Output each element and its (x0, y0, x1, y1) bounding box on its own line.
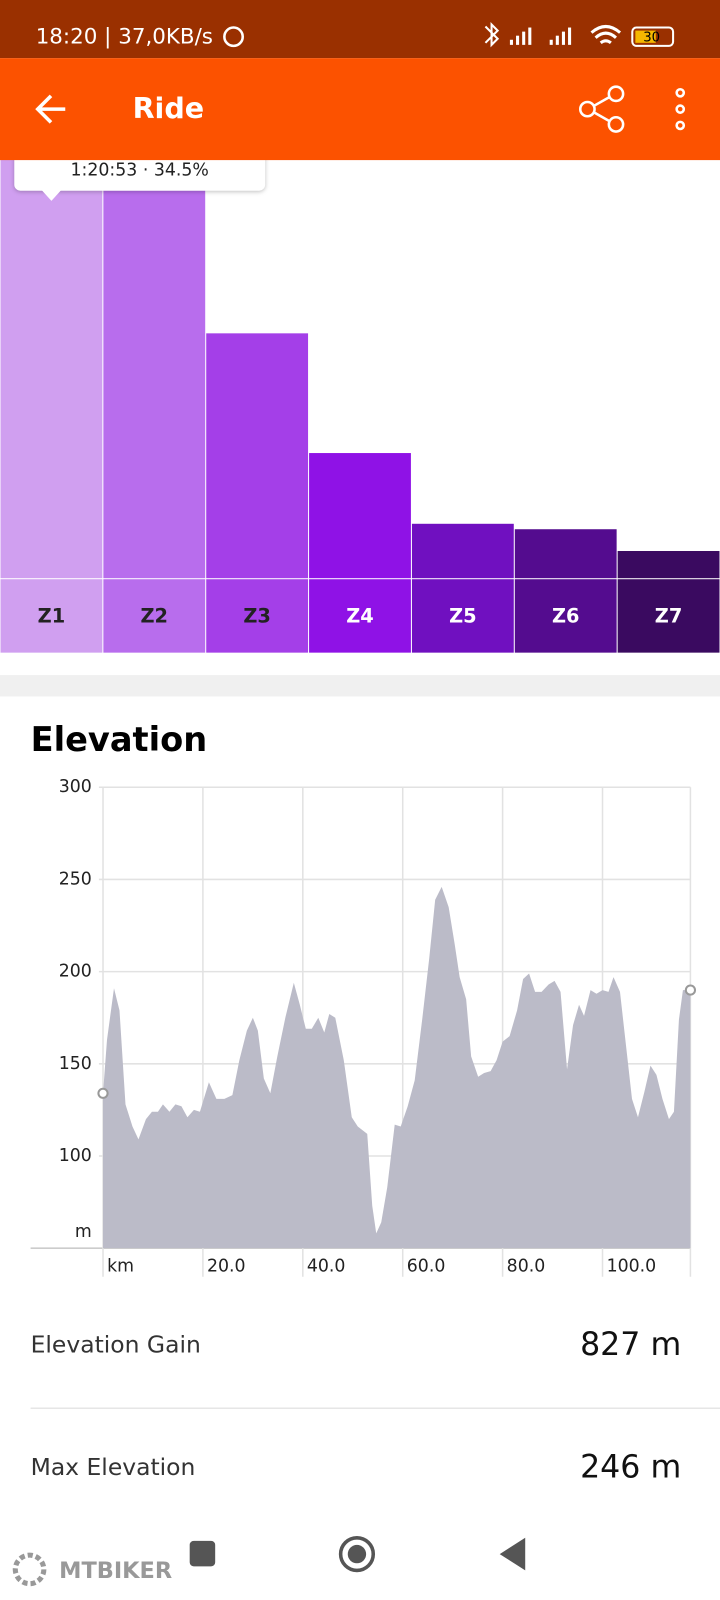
x-tick-label: Z2 (141, 604, 169, 627)
bar (206, 333, 309, 579)
x-tick-label: 60.0 (407, 1257, 446, 1277)
bar (514, 529, 617, 579)
y-tick-label: 100 (59, 1146, 92, 1166)
share-button[interactable] (579, 85, 625, 133)
bar (309, 453, 411, 579)
alarm-icon (223, 26, 244, 48)
zone-cell (206, 579, 309, 653)
battery-level (635, 30, 656, 43)
battery-icon (631, 26, 675, 47)
x-tick-label: Z4 (346, 604, 374, 627)
bluetooth-icon (484, 22, 500, 48)
y-tick-label: 150 (59, 1054, 92, 1074)
bar (617, 550, 720, 579)
y-tick-label: m (75, 1222, 92, 1242)
elevation-area (103, 886, 691, 1249)
section-title: Elevation (31, 720, 208, 759)
tooltip-arrow (41, 189, 62, 201)
zone-cell (514, 579, 617, 653)
zone-cell (617, 579, 720, 653)
stat-value: 246 m (580, 1449, 681, 1485)
x-tick-label: Z6 (552, 604, 580, 627)
bar (411, 523, 514, 579)
zone-cell (309, 579, 411, 653)
x-tick-label: Z3 (243, 604, 271, 627)
nav-recents[interactable] (189, 1540, 216, 1567)
zone-cell (0, 579, 103, 653)
nav-home[interactable] (338, 1536, 376, 1573)
stat-value: 827 m (580, 1327, 681, 1363)
x-tick-label: km (107, 1257, 134, 1277)
x-tick-label: 80.0 (507, 1257, 546, 1277)
y-tick-label: 250 (59, 869, 92, 889)
x-tick-label: 100.0 (607, 1257, 657, 1277)
app-bar (0, 58, 720, 161)
back-button[interactable] (35, 94, 66, 124)
end-marker (97, 1087, 109, 1099)
watermark-logo (12, 1552, 47, 1587)
bar (103, 189, 206, 579)
more-button[interactable] (675, 87, 686, 131)
watermark: MTBIKER (59, 1558, 172, 1584)
app-title: Ride (133, 91, 205, 125)
zone-cell (103, 579, 206, 653)
data-label: 1:20:53 · 34.5% (71, 160, 209, 180)
wifi-icon (590, 24, 622, 45)
x-tick-label: 20.0 (207, 1257, 246, 1277)
x-tick-label: Z7 (655, 604, 683, 627)
x-tick-label: Z5 (449, 604, 477, 627)
nav-home-dot (347, 1544, 367, 1564)
y-tick-label: 300 (59, 777, 92, 797)
status-time: 18:20 | 37,0KB/s (36, 25, 213, 50)
end-marker (684, 984, 697, 996)
content: Z1 Z2 Z3 Z4 Z5 Z6 Z7 1:20:53 · 34.5% m 100 150 200 2… (0, 108, 720, 1485)
zone-cell (411, 579, 514, 653)
x-tick-label: Z1 (38, 604, 66, 627)
x-tick-label: 40.0 (307, 1257, 346, 1277)
stat-label: Elevation Gain (31, 1331, 201, 1359)
nav-back[interactable] (499, 1537, 526, 1571)
section-divider (0, 675, 720, 697)
stat-label: Max Elevation (31, 1453, 196, 1481)
signal-icons (509, 27, 572, 45)
battery-text: 30 (643, 31, 660, 46)
y-tick-label: 200 (59, 962, 92, 982)
